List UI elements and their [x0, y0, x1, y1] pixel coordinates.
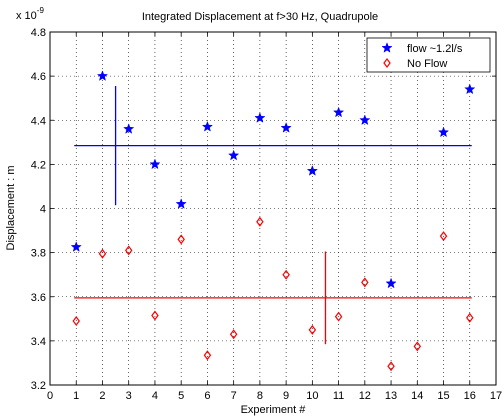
x-tick-label: 11 [333, 390, 344, 402]
x-tick-label: 1 [73, 390, 79, 402]
data-point-flow [201, 120, 214, 132]
y-tick-label: 3.6 [31, 292, 46, 304]
grid [50, 32, 496, 385]
data-point-flow [306, 165, 318, 176]
data-point-flow [280, 122, 292, 133]
data-point-flow [123, 123, 135, 134]
y-exponent-label: x 10-9 [16, 6, 44, 22]
legend-marker-no-flow [383, 58, 391, 68]
data-points [70, 70, 476, 372]
data-point-no-flow [308, 324, 317, 335]
data-point-no-flow [151, 310, 159, 321]
data-point-flow [96, 70, 109, 81]
data-point-no-flow [387, 361, 395, 372]
x-tick-label: 6 [204, 390, 210, 402]
x-tick-label: 10 [306, 390, 318, 402]
plot-area-frame [49, 31, 497, 386]
x-tick-label: 9 [283, 390, 289, 402]
data-point-flow [437, 126, 450, 138]
chart-title: Integrated Displacement at f>30 Hz, Quad… [142, 11, 378, 23]
x-tick-label: 4 [152, 390, 158, 402]
data-point-flow [332, 106, 345, 118]
data-point-no-flow [229, 329, 238, 340]
data-point-no-flow [282, 269, 290, 280]
legend-label-no-flow: No Flow [407, 58, 447, 70]
data-point-flow [359, 114, 371, 126]
y-tick-label: 4 [40, 204, 46, 216]
x-tick-label: 14 [411, 390, 423, 402]
y-tick-label: 3.8 [31, 248, 46, 260]
data-point-no-flow [361, 277, 369, 288]
data-point-no-flow [203, 350, 212, 361]
data-point-flow [464, 83, 476, 95]
data-point-no-flow [439, 231, 448, 242]
data-point-flow [149, 158, 161, 170]
x-tick-label: 0 [47, 390, 53, 402]
data-point-no-flow [466, 312, 474, 323]
x-tick-label: 15 [437, 390, 449, 402]
x-tick-label: 16 [464, 390, 476, 402]
x-tick-label: 2 [99, 390, 105, 402]
y-exponent-power: -9 [37, 6, 45, 15]
y-axis-label: Displacement : m [5, 166, 17, 251]
x-tick-label: 3 [126, 390, 132, 402]
data-point-flow [254, 112, 266, 123]
y-tick-label: 4.2 [31, 159, 46, 171]
data-point-no-flow [124, 245, 133, 256]
y-tick-label: 4.8 [31, 27, 46, 39]
y-tick-label: 3.2 [31, 380, 46, 392]
y-tick-label: 4.4 [31, 115, 46, 127]
legend-marker-flow [381, 42, 393, 53]
x-axis-label: Experiment # [241, 404, 307, 416]
legend-label-flow: flow ~1.2l/s [407, 43, 463, 55]
x-tick-label: 13 [385, 390, 397, 402]
data-point-no-flow [177, 234, 185, 245]
x-tick-label: 8 [257, 390, 263, 402]
data-point-no-flow [256, 216, 264, 227]
x-tick-label: 12 [359, 390, 371, 402]
x-tick-label: 7 [231, 390, 237, 402]
legend: flow ~1.2l/s No Flow [366, 37, 491, 73]
x-tick-label: 5 [178, 390, 184, 402]
summary-lines [74, 86, 472, 345]
data-point-flow [385, 277, 397, 289]
y-tick-label: 4.6 [31, 71, 46, 83]
data-point-no-flow [413, 341, 422, 352]
data-point-flow [228, 149, 240, 161]
data-point-no-flow [98, 248, 107, 259]
y-tick-label: 3.4 [31, 336, 46, 348]
x-tick-label: 17 [490, 390, 502, 402]
data-point-flow [175, 198, 187, 209]
axis-ticks: 0 1 2 3 4 5 6 7 8 9 10 11 12 13 14 15 16 173.23.43.63.844… [31, 27, 502, 402]
data-point-no-flow [334, 311, 343, 322]
data-point-flow [70, 241, 82, 252]
data-point-no-flow [72, 316, 80, 327]
